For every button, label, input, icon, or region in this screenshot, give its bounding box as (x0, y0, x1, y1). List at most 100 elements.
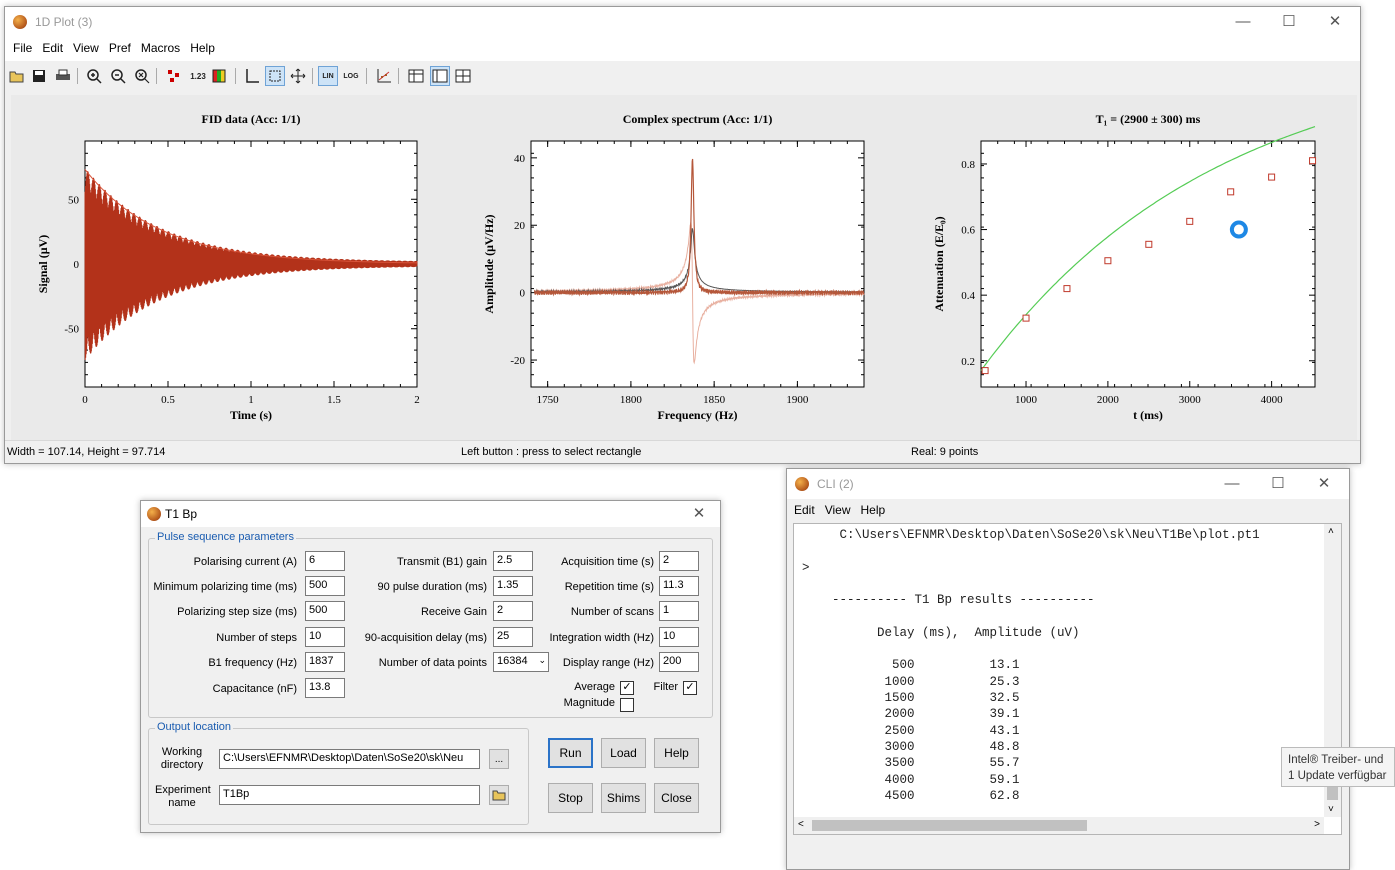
chart-title: Complex spectrum (Acc: 1/1) (623, 112, 773, 126)
t1-dialog-titlebar[interactable]: T1 Bp ✕ (141, 501, 720, 527)
maximize-icon[interactable]: ☐ (1282, 13, 1296, 30)
colorbar-icon[interactable] (210, 66, 230, 86)
status-points: Real: 9 points (911, 446, 979, 458)
average-checkbox[interactable]: ✓ (620, 681, 634, 695)
stop-button[interactable]: Stop (548, 783, 593, 813)
menu-edit[interactable]: Edit (42, 41, 64, 55)
single-plot-icon[interactable] (406, 66, 426, 86)
working-directory-field[interactable]: C:\Users\EFNMR\Desktop\Daten\SoSe20\sk\N… (219, 749, 480, 769)
minimize-icon[interactable]: — (1235, 13, 1251, 30)
cli-line: 1000 25.3 (802, 674, 1020, 689)
polarizing-step-field[interactable]: 500 (305, 601, 345, 621)
b1-frequency-field[interactable]: 1837 (305, 652, 345, 672)
split-plot-icon[interactable] (430, 66, 450, 86)
zoom-reset-icon[interactable] (132, 66, 152, 86)
close-icon[interactable]: ✕ (1328, 13, 1342, 30)
select-rectangle-icon[interactable] (265, 66, 285, 86)
scroll-up-icon[interactable]: ˄ (1328, 526, 1334, 537)
scroll-down-icon[interactable]: ˅ (1328, 804, 1334, 815)
data-points-icon[interactable] (164, 66, 184, 86)
browse-button[interactable]: ... (489, 749, 509, 769)
y-tick-label: 0.8 (961, 159, 975, 171)
polarising-current-field[interactable]: 6 (305, 551, 345, 571)
menu-help[interactable]: Help (860, 503, 886, 517)
repetition-time-field[interactable]: 11.3 (659, 576, 699, 596)
pulse-duration-field[interactable]: 1.35 (493, 576, 533, 596)
scroll-right-icon[interactable]: > (1314, 819, 1320, 830)
data-point (1022, 314, 1030, 322)
update-notification[interactable]: Intel® Treiber- und 1 Update verfügbar (1281, 747, 1395, 787)
menu-file[interactable]: File (13, 41, 33, 55)
axes-icon[interactable] (242, 66, 262, 86)
capacitance-field[interactable]: 13.8 (305, 678, 345, 698)
cli-output[interactable]: C:\Users\EFNMR\Desktop\Daten\SoSe20\sk\N… (793, 523, 1342, 835)
min-polarizing-time-field[interactable]: 500 (305, 576, 345, 596)
shims-button[interactable]: Shims (601, 783, 646, 813)
menu-view[interactable]: View (824, 503, 851, 517)
display-range-field[interactable]: 200 (659, 652, 699, 672)
scroll-left-icon[interactable]: < (798, 819, 804, 830)
load-button[interactable]: Load (601, 738, 646, 768)
run-button[interactable]: Run (548, 738, 593, 768)
x-tick-label: 1000 (1015, 394, 1038, 406)
acquisition-time-label: Acquisition time (s) (561, 556, 654, 568)
transmit-gain-field[interactable]: 2.5 (493, 551, 533, 571)
experiment-name-field[interactable]: T1Bp (219, 785, 480, 805)
cli-line: C:\Users\EFNMR\Desktop\Daten\SoSe20\sk\N… (802, 528, 1260, 542)
plots-svg[interactable]: 0 0.5 1 1.5 2 50 0 -50 FID data (Acc: 1/1) Time (… (11, 95, 1357, 443)
number-of-steps-field[interactable]: 10 (305, 627, 345, 647)
save-icon[interactable] (29, 66, 49, 86)
cli-line: Delay (ms), Amplitude (uV) (802, 625, 1080, 640)
cli-line: 2500 43.1 (802, 723, 1020, 738)
menu-pref[interactable]: Pref (108, 41, 131, 55)
t1-fit-line (980, 126, 1316, 371)
magnitude-checkbox[interactable] (620, 698, 634, 712)
cli-titlebar[interactable]: CLI (2) — ☐ ✕ (787, 469, 1349, 499)
plot-area[interactable]: 0 0.5 1 1.5 2 50 0 -50 FID data (Acc: 1/1) Time (… (11, 95, 1357, 443)
filter-checkbox[interactable]: ✓ (683, 681, 697, 695)
help-button[interactable]: Help (654, 738, 699, 768)
y-axis-label: Signal (μV) (36, 235, 50, 293)
scrollbar-thumb[interactable] (1327, 786, 1338, 800)
data-point (1186, 217, 1194, 225)
lin-scale-icon[interactable]: LIN (318, 66, 338, 86)
pulse-duration-label: 90 pulse duration (ms) (377, 581, 487, 593)
number-of-scans-field[interactable]: 1 (659, 601, 699, 621)
close-icon[interactable]: ✕ (692, 505, 706, 522)
x-tick-label: 1.5 (327, 394, 341, 406)
acquisition-time-field[interactable]: 2 (659, 551, 699, 571)
receive-gain-field[interactable]: 2 (493, 601, 533, 621)
fit-icon[interactable] (374, 66, 394, 86)
zoom-in-icon[interactable] (84, 66, 104, 86)
number-format-icon[interactable]: 1.23 (190, 71, 206, 81)
cursor-marker (1229, 220, 1248, 239)
add-plot-icon[interactable] (453, 66, 473, 86)
x-tick-label: 1900 (786, 394, 809, 406)
menu-view[interactable]: View (73, 41, 99, 55)
display-range-label: Display range (Hz) (562, 657, 654, 669)
cli-line: ---------- T1 Bp results ---------- (802, 593, 1095, 608)
menu-edit[interactable]: Edit (794, 503, 815, 517)
integration-width-field[interactable]: 10 (659, 627, 699, 647)
print-icon[interactable] (53, 66, 73, 86)
maximize-icon[interactable]: ☐ (1271, 475, 1285, 492)
menu-macros[interactable]: Macros (140, 41, 181, 55)
y-axis-label: Attenuation (E/E₀) (932, 216, 946, 311)
move-cursor-icon[interactable] (288, 66, 308, 86)
open-folder-button[interactable] (489, 785, 509, 805)
menu-help[interactable]: Help (190, 41, 215, 55)
log-scale-icon[interactable]: LOG (343, 72, 359, 80)
minimize-icon[interactable]: — (1224, 475, 1240, 492)
close-button[interactable]: Close (654, 783, 699, 813)
zoom-out-icon[interactable] (108, 66, 128, 86)
data-points-select[interactable]: 16384 ⌄ (493, 652, 549, 672)
hscrollbar-thumb[interactable] (812, 820, 1087, 831)
vertical-scrollbar[interactable]: ˄ ˅ (1324, 524, 1341, 817)
plot-window-titlebar[interactable]: 1D Plot (3) — ☐ ✕ (5, 7, 1360, 37)
open-folder-icon[interactable] (7, 66, 27, 86)
x-tick-label: 1800 (620, 394, 643, 406)
acquisition-delay-field[interactable]: 25 (493, 627, 533, 647)
close-icon[interactable]: ✕ (1317, 475, 1331, 492)
horizontal-scrollbar[interactable]: < > (794, 817, 1324, 834)
y-tick-label: -50 (64, 324, 79, 336)
